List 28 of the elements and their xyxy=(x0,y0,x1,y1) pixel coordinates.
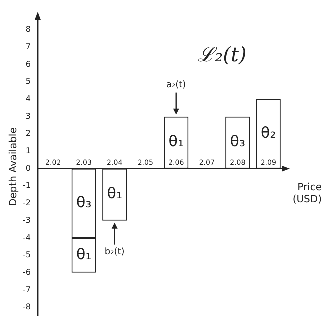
data-label: θ₂ xyxy=(261,124,276,142)
y-tick-label: 2 xyxy=(26,129,31,138)
data-label: θ₃ xyxy=(230,132,246,151)
y-tick-label: 4 xyxy=(26,94,31,104)
y-tick-label: -2 xyxy=(22,198,31,208)
y-tick-label: -7 xyxy=(22,285,31,294)
y-tick-label: 8 xyxy=(26,25,31,34)
data-label: θ₁ xyxy=(107,184,122,203)
y-tick-label: 3 xyxy=(26,112,31,121)
y-tick-label: -5 xyxy=(22,250,31,260)
y-tick-label: -4 xyxy=(22,233,31,242)
text: ℒ₂(t) xyxy=(198,42,247,66)
annotation: a₂(t) xyxy=(166,80,186,91)
data-label: θ₁ xyxy=(76,245,92,264)
y-tick-label: 0 xyxy=(26,164,31,173)
y-axis-title: Depth Available xyxy=(8,128,20,207)
y-tick-label: 7 xyxy=(26,42,31,52)
annotation: b₂(t) xyxy=(104,248,125,258)
data-label: θ₃ xyxy=(76,193,92,212)
y-tick-label: 6 xyxy=(26,60,31,69)
data-label: θ₁ xyxy=(168,132,184,151)
y-tick-label: -1 xyxy=(22,181,31,190)
y-tick-label: 1 xyxy=(26,146,31,156)
y-tick-label: -6 xyxy=(22,268,31,277)
y-tick-label: -3 xyxy=(22,216,31,225)
y-tick-label: -8 xyxy=(22,302,31,312)
y-tick-label: 5 xyxy=(26,77,31,86)
x-axis-title: Price (USD) xyxy=(292,182,322,206)
